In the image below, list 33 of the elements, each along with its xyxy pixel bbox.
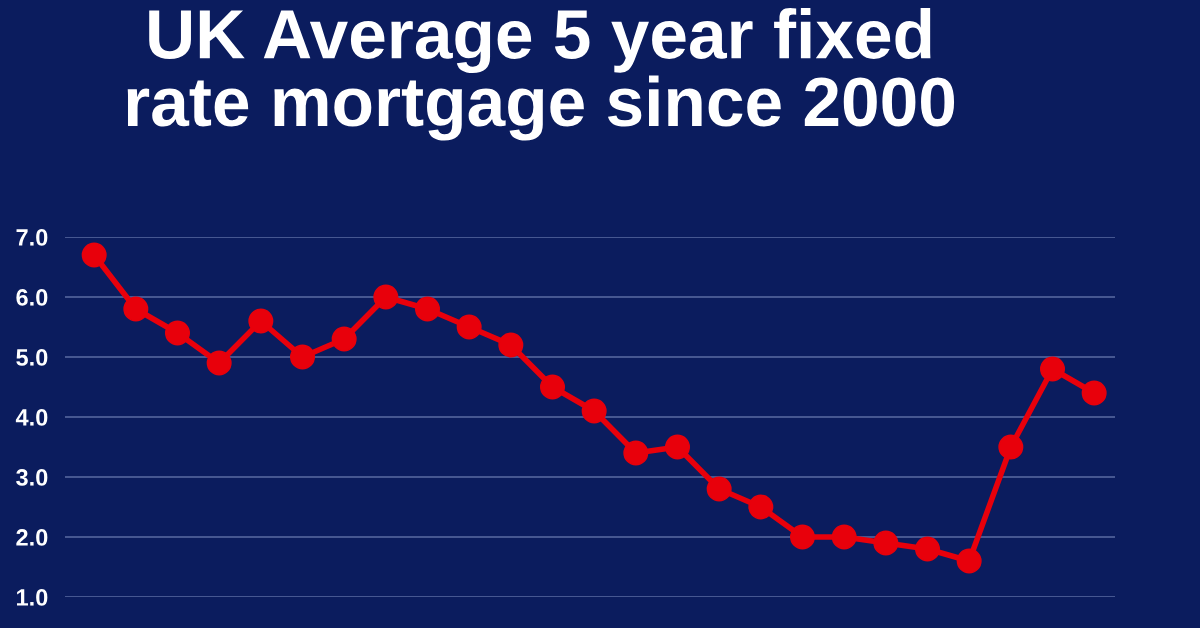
point — [414, 296, 441, 322]
point — [123, 296, 149, 322]
point — [581, 398, 607, 424]
point — [456, 314, 482, 340]
point — [539, 374, 566, 400]
point — [331, 326, 357, 352]
y-tick-label: 1.0 — [17, 589, 48, 606]
point — [1039, 356, 1066, 382]
point — [289, 344, 316, 370]
point — [956, 548, 982, 574]
y-tick-label: 5.0 — [16, 349, 48, 366]
point — [81, 242, 107, 268]
y-tick-label: 3.0 — [16, 469, 48, 486]
y-tick-label: 4.0 — [15, 409, 48, 426]
point — [831, 524, 857, 550]
point — [873, 530, 899, 556]
point — [664, 434, 691, 460]
point — [914, 536, 941, 562]
point — [706, 476, 732, 502]
point — [748, 494, 774, 520]
y-tick-label: 2.0 — [16, 529, 48, 546]
chart-title: UK Average 5 year fixed rate mortgage since 2000 — [127, 8, 955, 141]
point — [498, 332, 524, 358]
point — [998, 434, 1024, 460]
point — [164, 320, 191, 346]
y-tick-label: 6.0 — [16, 289, 48, 306]
y-tick-label: 7.0 — [16, 229, 48, 246]
point — [789, 524, 816, 550]
point — [206, 350, 232, 376]
point — [623, 440, 649, 466]
point — [1081, 380, 1107, 406]
point — [248, 308, 274, 334]
point — [373, 284, 399, 310]
